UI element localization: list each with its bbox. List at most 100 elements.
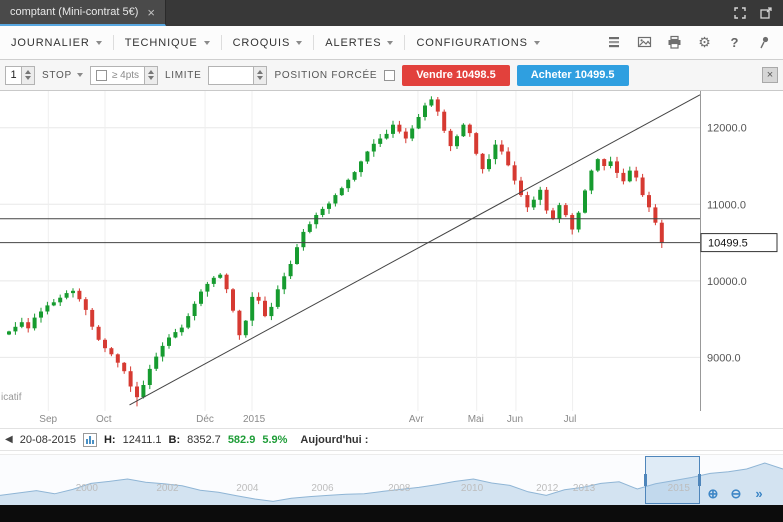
x-tick-label: Déc [196,414,214,425]
titlebar-icons [733,0,783,26]
printer-icon[interactable] [666,34,683,51]
titlebar-spacer [166,0,733,26]
menu-separator [313,35,315,50]
history-back-icon[interactable]: ◀ [5,434,13,445]
spinner-up-icon[interactable] [257,70,264,74]
chevron-down-icon [533,40,540,45]
instrument-tab-label: comptant (Mini-contrat 5€) [10,6,139,18]
navigator-year-label: 2006 [311,483,334,494]
navigator-year-label: 2000 [75,483,98,494]
selection-right-handle[interactable] [698,474,701,486]
menubar-icons: ⚙ ? [606,34,783,51]
low-label: B: [168,433,181,446]
x-tick-label: Jul [563,414,577,425]
main-chart-svg[interactable]: 12000.0 11000.0 10000.0 9000.0 10499.5 [0,91,783,411]
menu-configurations-label: CONFIGURATIONS [416,36,528,49]
session-date: 20-08-2015 [19,433,76,446]
stop-threshold-checkbox[interactable] [95,69,107,81]
fullscreen-icon[interactable] [733,6,747,20]
svg-text:12000.0: 12000.0 [707,123,747,135]
navigator-selection-window[interactable] [644,456,701,504]
chevron-down-icon [203,40,210,45]
today-label: Aujourd'hui : [300,433,369,446]
pan-right-icon[interactable]: » [755,486,763,501]
main-chart[interactable]: 12000.0 11000.0 10000.0 9000.0 10499.5 icati… [0,91,783,411]
selection-left-handle[interactable] [644,474,647,486]
high-value: 12411.1 [122,433,162,446]
navigator-year-label: 2004 [236,483,259,494]
stop-threshold-spinner[interactable] [145,65,159,85]
titlebar: comptant (Mini-contrat 5€) × [0,0,783,26]
chevron-down-icon [296,40,303,45]
navigator-area-chart [0,462,783,505]
change-value: 582.9 [227,433,256,446]
stop-threshold-field[interactable]: ≥ 4pts [89,65,146,85]
sell-button[interactable]: Vendre 10498.5 [402,64,510,86]
menu-alertes[interactable]: ALERTES [314,26,404,59]
x-tick-label: 2015 [243,414,266,425]
chart-detail-icon[interactable] [82,432,97,447]
stop-type-dropdown[interactable]: STOP [42,70,83,81]
low-value: 8352.7 [187,433,221,446]
menu-timeframe-label: JOURNALIER [11,36,90,49]
pin-icon[interactable] [756,34,773,51]
menu-separator [112,35,114,50]
forced-position-checkbox[interactable] [384,69,396,81]
limit-input[interactable] [208,65,255,85]
spinner-down-icon[interactable] [25,76,31,80]
spinner-up-icon[interactable] [25,70,31,74]
navigator-year-label: 2015 [667,483,690,494]
chevron-down-icon [76,73,83,77]
navigator-year-label: 2010 [460,483,484,494]
svg-text:11000.0: 11000.0 [707,199,746,211]
instrument-tab[interactable]: comptant (Mini-contrat 5€) × [0,0,166,26]
limit-label: LIMITE [165,69,202,81]
buy-button[interactable]: Acheter 10499.5 [516,64,629,86]
help-icon[interactable]: ? [726,34,743,51]
navigator-year-label: 2008 [388,483,411,494]
menu-configurations[interactable]: CONFIGURATIONS [405,26,550,59]
orderbar-close-icon[interactable]: × [762,67,778,83]
popout-icon[interactable] [759,6,773,20]
spinner-down-icon[interactable] [148,76,155,80]
image-icon[interactable] [636,34,653,51]
layers-icon[interactable] [606,34,623,51]
tab-close-icon[interactable]: × [147,4,155,20]
menu-croquis[interactable]: CROQUIS [222,26,314,59]
limit-control[interactable] [208,65,268,85]
menu-croquis-label: CROQUIS [232,36,291,49]
session-info-bar: ◀ 20-08-2015 H: 12411.1 B: 8352.7 582.9 … [0,429,783,451]
navigator-year-label: 2013 [572,483,596,494]
high-label: H: [103,433,116,446]
menu-technique[interactable]: TECHNIQUE [114,26,221,59]
stop-threshold-control[interactable]: ≥ 4pts [89,65,159,85]
order-ticket-bar: 1 STOP ≥ 4pts LIMITE POSITION FORCÉE Ven… [0,60,783,91]
forced-position-label: POSITION FORCÉE [274,69,378,81]
taskbar-strip [0,505,783,522]
x-tick-label: Mai [467,414,484,425]
svg-text:10499.5: 10499.5 [708,238,748,250]
menu-timeframe[interactable]: JOURNALIER [0,26,113,59]
menu-technique-label: TECHNIQUE [124,36,198,49]
navigator-year-label: 2012 [536,483,559,494]
help-glyph: ? [730,35,739,50]
zoom-out-icon[interactable]: ⊖ [730,486,742,501]
quantity-value[interactable]: 1 [5,65,22,85]
stop-threshold-value: ≥ 4pts [111,69,140,81]
history-navigator[interactable]: ⊕ ⊖ » 2000 2002 2004 2006 2008 2010 2012 2013 20… [0,454,783,505]
limit-spinner[interactable] [254,65,268,85]
x-tick-label: Jun [506,414,524,425]
time-axis: Sep Oct Déc 2015 Avr Mai Jun Jul [0,411,783,429]
gear-icon[interactable]: ⚙ [698,34,711,50]
menu-separator [220,35,222,50]
spinner-up-icon[interactable] [148,70,155,74]
x-tick-label: Sep [39,414,58,425]
spinner-down-icon[interactable] [257,76,264,80]
stop-label: STOP [42,69,72,81]
quantity-stepper[interactable]: 1 [5,65,35,85]
x-tick-label: Oct [96,414,112,425]
quantity-spinner[interactable] [22,65,35,85]
partial-indicator-label: icatif [1,392,22,403]
zoom-in-icon[interactable]: ⊕ [707,486,719,501]
